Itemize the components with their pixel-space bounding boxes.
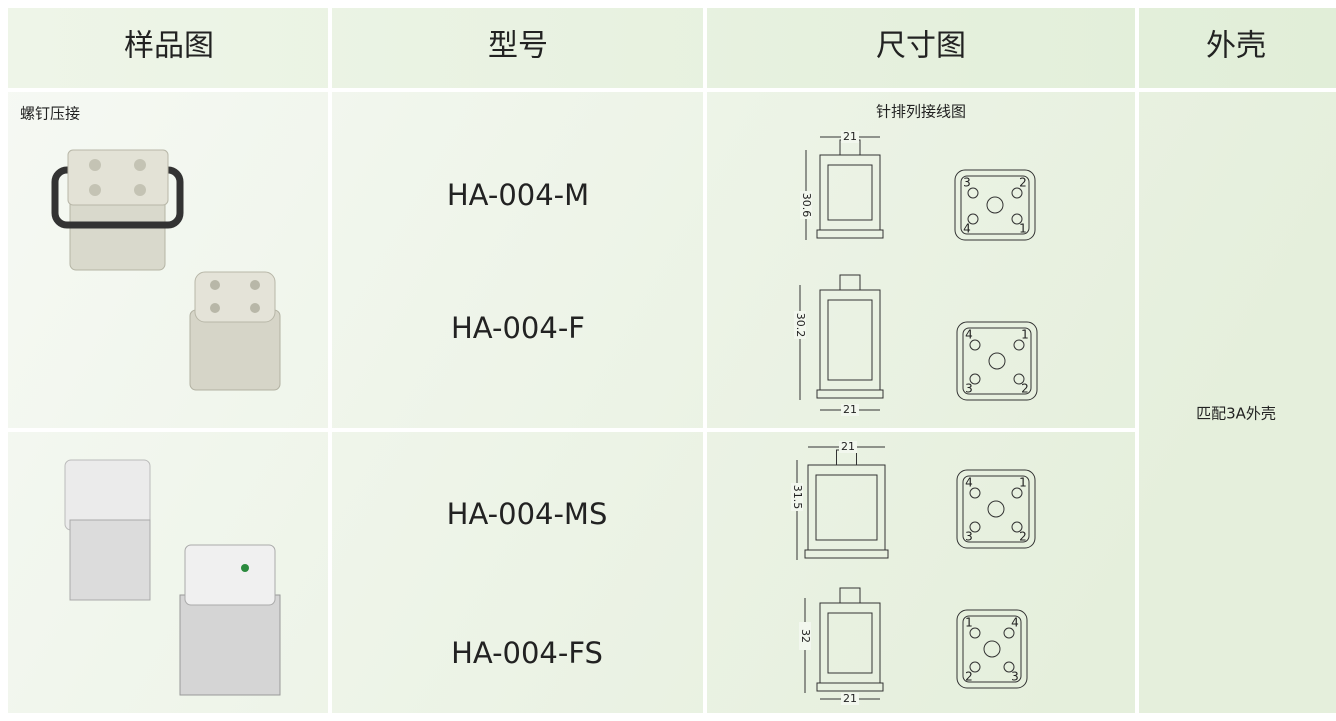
pin-label: 4: [1011, 616, 1019, 630]
pin-label: 3: [963, 176, 971, 190]
label-bg: [841, 131, 859, 143]
label-bg: [800, 191, 812, 219]
front-view: [983, 640, 1001, 658]
pin-hole: [1011, 213, 1023, 225]
header-bg: [8, 8, 1336, 88]
pin-hole: [1003, 627, 1015, 639]
dim-height: 30.6: [800, 193, 813, 218]
front-view: [956, 321, 1038, 401]
dim-height: 32: [799, 629, 812, 643]
label-bg: [841, 693, 859, 705]
pin-hole: [967, 213, 979, 225]
header-cell: 尺寸图: [876, 29, 966, 64]
pin-hole: [967, 187, 979, 199]
cell-borders: [8, 8, 1336, 713]
pin-hole: [1013, 373, 1025, 385]
side-view: [815, 474, 878, 541]
front-view: [962, 327, 1032, 395]
pin-hole: [1011, 521, 1023, 533]
pin-hole: [969, 627, 981, 639]
pin-label: 2: [1021, 382, 1029, 396]
front-view: [986, 196, 1004, 214]
side-view: [839, 587, 861, 604]
side-view: [827, 612, 873, 674]
front-view: [956, 469, 1036, 549]
label-bg: [799, 622, 811, 650]
header-cell: 型号: [488, 29, 548, 64]
dim-width: 21: [841, 440, 855, 453]
front-view: [987, 500, 1005, 518]
model: HA-004-FS: [451, 636, 603, 670]
dim-height: 30.2: [794, 313, 807, 338]
model: HA-004-F: [451, 311, 585, 345]
pin-label: 4: [965, 476, 973, 490]
pin-label: 3: [965, 382, 973, 396]
pin-label: 1: [1019, 476, 1027, 490]
side-view: [804, 549, 889, 559]
pin-hole: [969, 521, 981, 533]
drawing-title: 针排列接线图: [876, 103, 966, 121]
dim-width: 21: [843, 692, 857, 705]
label-bg: [791, 483, 803, 511]
header-cell: 样品图: [124, 29, 214, 64]
label-bg: [794, 311, 806, 339]
label-bg: [841, 404, 859, 416]
front-view: [954, 169, 1036, 241]
front-view: [988, 352, 1006, 370]
front-view: [962, 615, 1022, 683]
front-view: [962, 475, 1030, 543]
pin-label: 1: [1021, 328, 1029, 342]
model: HA-004-M: [447, 178, 589, 212]
pin-label: 3: [1011, 670, 1019, 684]
side-view: [816, 229, 884, 239]
side-view: [816, 682, 884, 692]
pin-label: 3: [965, 530, 973, 544]
dim-width: 21: [843, 403, 857, 416]
product-photo: [51, 149, 281, 391]
front-view: [956, 609, 1028, 689]
dim-height: 31.5: [791, 485, 804, 510]
pin-label: 1: [1019, 222, 1027, 236]
pin-label: 4: [965, 328, 973, 342]
product-photo: [64, 459, 281, 696]
pin-hole: [1011, 187, 1023, 199]
pin-hole: [969, 339, 981, 351]
pin-hole: [969, 487, 981, 499]
side-view: [816, 389, 884, 399]
pin-label: 1: [965, 616, 973, 630]
side-view: [827, 164, 873, 221]
pin-label: 2: [965, 670, 973, 684]
label-bg: [839, 441, 857, 453]
model: HA-004-MS: [447, 497, 608, 531]
pin-hole: [969, 373, 981, 385]
pin-hole: [1013, 339, 1025, 351]
side-view: [827, 299, 873, 381]
header-cell: 外壳: [1206, 29, 1266, 64]
sample-label: 螺钉压接: [20, 105, 80, 123]
housing: 匹配3A外壳: [1196, 405, 1276, 423]
pin-hole: [1003, 661, 1015, 673]
dim-width: 21: [843, 130, 857, 143]
pin-label: 2: [1019, 176, 1027, 190]
front-view: [960, 175, 1030, 235]
pin-hole: [969, 661, 981, 673]
pin-label: 2: [1019, 530, 1027, 544]
pin-hole: [1011, 487, 1023, 499]
side-view: [839, 274, 861, 291]
pin-label: 4: [963, 222, 971, 236]
